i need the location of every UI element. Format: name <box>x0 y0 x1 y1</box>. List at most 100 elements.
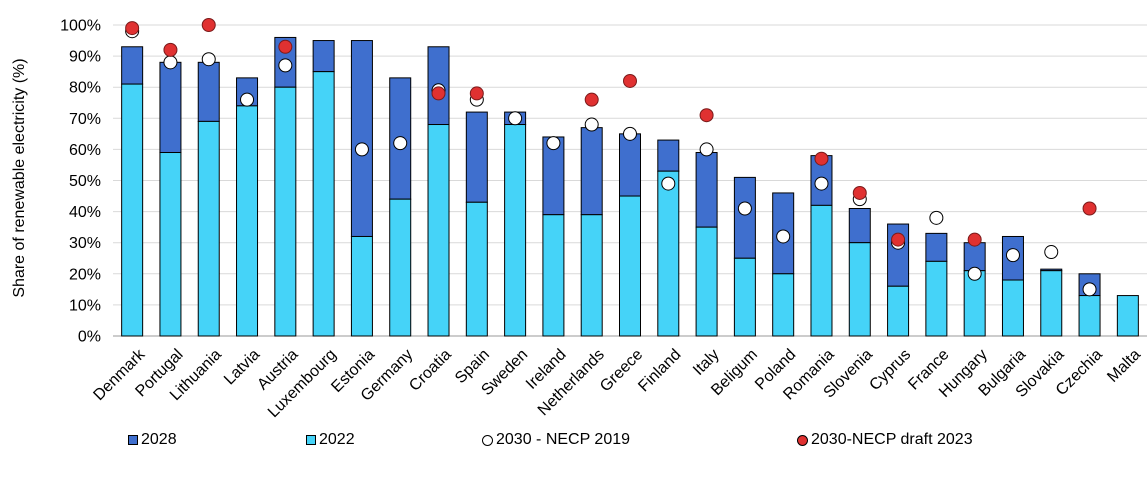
bar-2028 <box>695 152 718 228</box>
marker-necp-draft-2023 <box>278 39 293 54</box>
bar-2022 <box>887 285 910 337</box>
marker-necp-2019 <box>814 176 829 191</box>
bar-2022 <box>197 120 220 337</box>
marker-necp-2019 <box>737 201 752 216</box>
legend-marker-necp-draft-2023 <box>797 434 808 446</box>
legend-label-necp-2019: 2030 - NECP 2019 <box>496 431 631 448</box>
x-tick-label: Italy <box>690 346 723 379</box>
bar-2022 <box>121 83 144 337</box>
marker-necp-2019 <box>508 111 523 126</box>
bar-2022 <box>159 152 182 337</box>
legend-item-2022: 2022 <box>306 428 355 452</box>
bar-2022 <box>580 214 603 337</box>
legend-item-necp-2019: 2030 - NECP 2019 <box>482 428 630 452</box>
chart: Share of renewable electricity (%) 0% 10%… <box>11 18 1147 421</box>
bar-2022 <box>925 260 948 337</box>
legend-item-necp-draft-2023: 2030-NECP draft 2023 <box>797 428 973 452</box>
y-tick-label: 0% <box>78 329 101 346</box>
legend-label-2022: 2022 <box>319 431 355 448</box>
y-tick-label: 80% <box>69 80 101 97</box>
x-tick-labels: DenmarkPortugalLithuaniaLatviaAustriaLux… <box>90 345 1144 421</box>
markers <box>125 18 1097 297</box>
legend-label-necp-draft-2023: 2030-NECP draft 2023 <box>811 431 973 448</box>
marker-necp-2019 <box>1082 282 1097 297</box>
bar-2028 <box>197 61 220 122</box>
marker-necp-2019 <box>393 136 408 151</box>
legend-swatch-2022 <box>306 435 316 445</box>
marker-necp-2019 <box>929 210 944 225</box>
bar-2022 <box>504 124 527 337</box>
y-tick-label: 40% <box>69 204 101 221</box>
marker-necp-draft-2023 <box>163 42 178 57</box>
bar-2022 <box>772 273 795 337</box>
bar-2028 <box>848 207 871 244</box>
x-tick-label: Cyprus <box>866 346 914 394</box>
bar-2022 <box>542 214 565 337</box>
bar-2028 <box>925 232 948 262</box>
y-tick-label: 30% <box>69 235 101 252</box>
marker-necp-2019 <box>661 176 676 191</box>
bar-2022 <box>810 204 833 337</box>
marker-necp-draft-2023 <box>814 151 829 166</box>
y-tick-label: 20% <box>69 266 101 283</box>
marker-necp-2019 <box>776 229 791 244</box>
bar-2022 <box>236 105 259 337</box>
marker-necp-2019 <box>546 136 561 151</box>
marker-necp-2019 <box>699 142 714 157</box>
bar-2028 <box>159 61 182 154</box>
y-axis-label: Share of renewable electricity (%) <box>11 58 28 297</box>
bar-2028 <box>733 176 756 259</box>
marker-necp-draft-2023 <box>623 73 637 88</box>
bar-2028 <box>580 127 603 216</box>
marker-necp-draft-2023 <box>1082 201 1097 216</box>
marker-necp-2019 <box>163 55 178 70</box>
bar-2022 <box>1040 270 1063 337</box>
x-tick-label: Croatia <box>406 346 455 395</box>
bar-2022 <box>465 201 488 337</box>
bar-2022 <box>657 170 680 337</box>
marker-necp-draft-2023 <box>469 86 484 101</box>
bar-2022 <box>1001 279 1024 337</box>
legend-marker-necp-2019 <box>482 434 493 446</box>
y-tick-labels: 0% 10% 20% 30% 40% 50% 60% 70% 80% 90% 100% <box>60 18 101 346</box>
marker-necp-2019 <box>967 266 982 281</box>
bar-2028 <box>121 46 144 85</box>
bar-2022 <box>848 242 871 337</box>
y-tick-label: 90% <box>69 49 101 66</box>
bar-2022 <box>733 257 756 337</box>
marker-necp-draft-2023 <box>201 18 216 32</box>
marker-necp-2019 <box>240 92 255 107</box>
marker-necp-2019 <box>584 117 599 132</box>
marker-necp-2019 <box>354 142 369 157</box>
y-tick-label: 70% <box>69 111 101 128</box>
bar-2022 <box>427 124 450 337</box>
marker-necp-draft-2023 <box>699 108 714 123</box>
bar-2028 <box>963 242 986 272</box>
y-tick-label: 60% <box>69 142 101 159</box>
bar-2022 <box>695 226 718 337</box>
marker-necp-2019 <box>1005 248 1020 263</box>
marker-necp-2019 <box>278 58 293 73</box>
bar-2028 <box>657 139 680 172</box>
legend: 2028 2022 2030 - NECP 2019 2030-NECP dra… <box>0 428 1147 458</box>
marker-necp-draft-2023 <box>431 86 446 101</box>
bar-2022 <box>274 86 297 337</box>
bar-2022 <box>312 71 335 337</box>
bar-2022 <box>619 195 641 337</box>
marker-necp-2019 <box>201 52 216 67</box>
y-tick-label: 100% <box>60 18 101 35</box>
legend-item-2028: 2028 <box>128 428 177 452</box>
bar-2022 <box>389 198 412 337</box>
marker-necp-draft-2023 <box>584 92 599 107</box>
bar-2028 <box>619 133 641 197</box>
x-tick-label: Malta <box>1104 346 1144 386</box>
bar-2022 <box>1116 295 1139 337</box>
marker-necp-draft-2023 <box>891 232 906 247</box>
marker-necp-draft-2023 <box>852 185 867 200</box>
x-tick-label: Finland <box>635 346 684 395</box>
y-tick-label: 10% <box>69 297 101 314</box>
marker-necp-draft-2023 <box>967 232 982 247</box>
marker-necp-2019 <box>623 126 637 141</box>
marker-necp-draft-2023 <box>125 21 140 36</box>
bar-2028 <box>312 40 335 73</box>
